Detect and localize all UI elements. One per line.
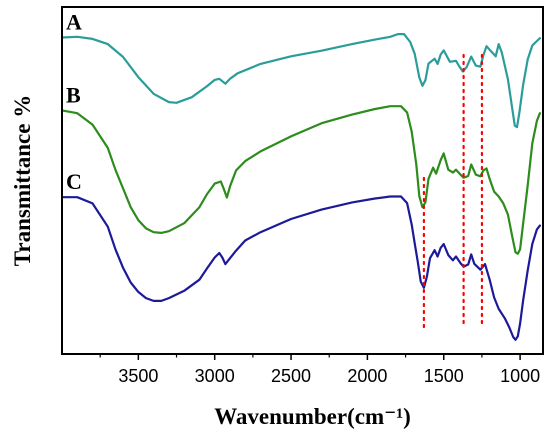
x-tick-label: 2500 bbox=[271, 366, 311, 386]
series-line-c bbox=[60, 195, 541, 341]
series-label-b: B bbox=[66, 82, 81, 107]
plot-area: A B C bbox=[60, 10, 541, 341]
x-axis-title: Wavenumber(cm⁻¹) bbox=[214, 404, 411, 429]
plot-frame bbox=[61, 6, 544, 355]
x-tick-label: 2000 bbox=[347, 366, 387, 386]
series-label-c: C bbox=[66, 169, 82, 194]
series-label-a: A bbox=[66, 10, 82, 35]
x-axis-ticks: 3500 3000 2500 2000 1500 1000 bbox=[99, 354, 540, 386]
x-tick-label: 3500 bbox=[118, 366, 158, 386]
series-line-b bbox=[60, 105, 541, 255]
y-axis-title: Transmittance % bbox=[10, 95, 35, 266]
x-tick-label: 1500 bbox=[424, 366, 464, 386]
x-tick-label: 3000 bbox=[195, 366, 235, 386]
x-tick-label: 1000 bbox=[500, 366, 540, 386]
series-line-a bbox=[60, 33, 541, 129]
